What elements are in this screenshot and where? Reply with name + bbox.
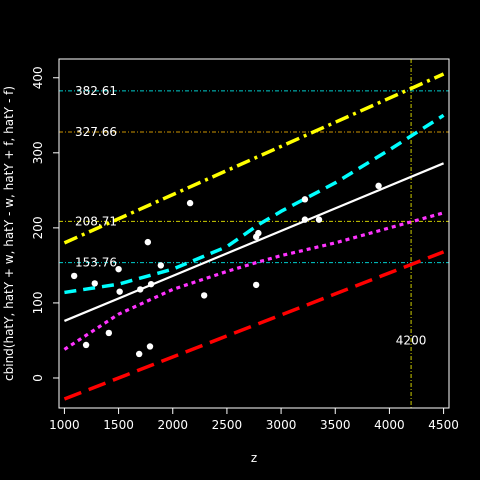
data-point-3	[105, 329, 113, 337]
series-line-2	[63, 211, 445, 351]
x-tick-label-5: 3500	[320, 418, 351, 432]
series-line-0	[63, 162, 445, 322]
data-point-4	[115, 265, 122, 273]
data-point-5	[116, 288, 123, 295]
annotations: 382.61 327.66 208.71 153.76 4200	[75, 84, 426, 348]
data-point-9	[146, 343, 154, 350]
y-tick-label-4: 400	[31, 66, 45, 89]
data-point-19	[315, 216, 323, 223]
x-tick-label-4: 3000	[266, 418, 297, 432]
data-point-7	[137, 286, 144, 293]
data-point-8	[144, 238, 152, 246]
hline-label-3: 153.76	[75, 256, 117, 270]
series-line-3	[63, 72, 445, 245]
y-axis-title: cbind(hatY, hatY + w, hatY - w, hatY + f…	[2, 86, 16, 381]
y-tick-label-0: 0	[31, 374, 45, 382]
data-point-10	[147, 280, 155, 288]
y-tick-label-1: 100	[31, 291, 45, 314]
data-point-2	[91, 280, 98, 287]
series-line-4	[63, 250, 445, 401]
data-point-13	[200, 292, 208, 299]
hline-label-1: 327.66	[75, 125, 117, 139]
vline-label: 4200	[396, 333, 427, 347]
x-tick-label-3: 2500	[212, 418, 243, 432]
data-point-20	[375, 182, 382, 190]
x-tick-label-2: 2000	[157, 418, 188, 432]
x-tick-label-7: 4500	[428, 418, 459, 432]
data-point-17	[301, 216, 309, 223]
x-tick-label-6: 4000	[374, 418, 405, 432]
data-point-6	[135, 350, 143, 358]
x-axis-title: z	[251, 451, 257, 465]
x-tick-label-1: 1500	[103, 418, 134, 432]
series-line-1	[64, 113, 445, 295]
data-point-18	[301, 196, 309, 203]
data-point-1	[82, 341, 90, 349]
x-axis: 1000 1500 2000 2500 3000 3500 4000 4500	[49, 407, 459, 432]
data-point-12	[186, 199, 194, 207]
data-point-16	[255, 229, 262, 237]
y-tick-label-2: 200	[31, 216, 45, 239]
data-point-0	[70, 272, 78, 280]
scatter-points	[70, 182, 382, 358]
y-tick-label-3: 300	[31, 141, 45, 164]
y-axis: 0 100 200 300 400	[31, 66, 60, 382]
hline-label-0: 382.61	[75, 84, 117, 98]
series-lines	[63, 72, 445, 401]
data-point-11	[157, 262, 165, 269]
hline-label-2: 208.71	[75, 214, 117, 228]
data-point-14	[252, 281, 260, 289]
x-tick-label-0: 1000	[49, 418, 80, 432]
